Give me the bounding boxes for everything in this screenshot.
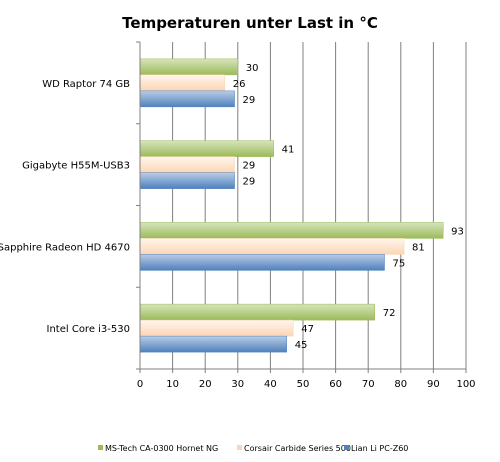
x-tick-label: 50: [297, 379, 310, 390]
bar: [139, 58, 239, 76]
x-tick-label: 70: [362, 379, 375, 390]
category-label: Gigabyte H55M-USB3: [22, 161, 130, 172]
x-tick-label: 10: [166, 379, 179, 390]
legend-label: MS-Tech CA-0300 Hornet NG: [105, 444, 218, 453]
x-tick-label: 20: [199, 379, 212, 390]
bar: [139, 156, 235, 173]
x-tick-label: 80: [394, 379, 407, 390]
bar: [139, 335, 287, 353]
data-label: 26: [233, 79, 246, 90]
bar: [139, 319, 294, 337]
category-label: Intel Core i3-530: [47, 324, 130, 335]
chart-title: Temperaturen unter Last in °C: [122, 14, 378, 32]
x-tick-label: 0: [137, 379, 143, 390]
bar: [139, 90, 235, 108]
bar: [139, 74, 226, 92]
legend-swatch: [237, 445, 242, 450]
bar: [139, 303, 375, 321]
data-label: 81: [412, 242, 425, 253]
data-label: 72: [383, 308, 396, 319]
axes: [136, 41, 467, 373]
data-label: 75: [393, 258, 406, 269]
data-label: 29: [243, 161, 256, 172]
data-label: 29: [243, 177, 256, 188]
x-tick-label: 30: [231, 379, 244, 390]
bar: [139, 238, 405, 255]
category-label: Sapphire Radeon HD 4670: [0, 242, 130, 253]
data-label: 45: [295, 340, 308, 351]
legend-label: Lian Li PC-Z60: [351, 444, 408, 453]
x-tick-label: 100: [456, 379, 475, 390]
x-tick-label: 60: [329, 379, 342, 390]
data-label: 41: [282, 145, 295, 156]
legend-label: Corsair Carbide Series 500: [244, 444, 351, 453]
x-tick-label: 40: [264, 379, 277, 390]
x-tick-label: 90: [427, 379, 440, 390]
data-label: 29: [243, 95, 256, 106]
data-label: 93: [451, 226, 464, 237]
bar: [139, 172, 235, 189]
data-label: 47: [301, 324, 314, 335]
bar: [139, 254, 385, 271]
bar: [139, 140, 274, 157]
bar: [139, 222, 444, 239]
category-label: WD Raptor 74 GB: [42, 79, 130, 90]
data-label: 30: [246, 63, 259, 74]
bars: [139, 58, 444, 353]
legend-swatch: [98, 445, 103, 450]
legend-swatch: [344, 445, 349, 450]
legend: MS-Tech CA-0300 Hornet NG Corsair Carbide…: [98, 444, 408, 453]
